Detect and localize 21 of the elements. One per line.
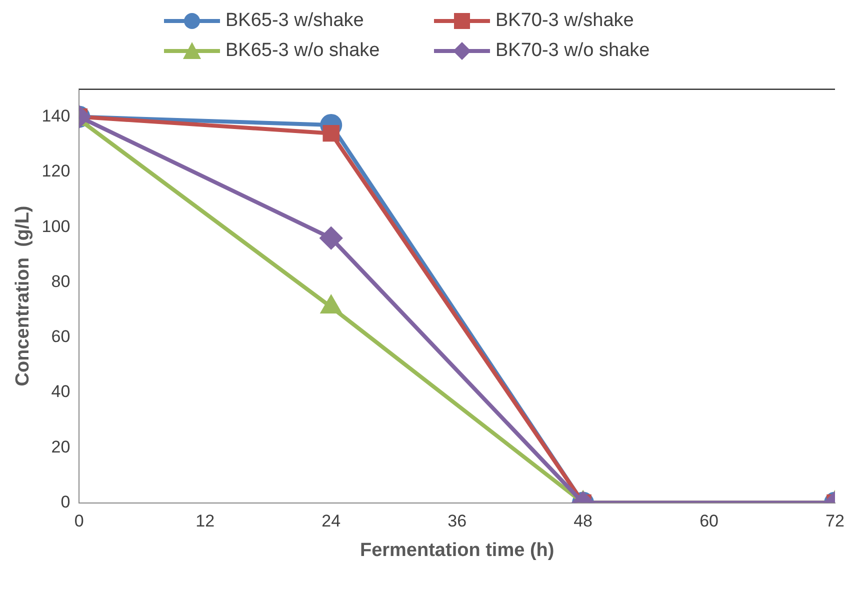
legend-label: BK65-3 w/shake xyxy=(226,10,364,32)
y-tick-label: 40 xyxy=(51,382,70,402)
x-tick-label: 36 xyxy=(448,512,467,531)
y-tick-label: 100 xyxy=(42,216,70,236)
y-tick-label: 60 xyxy=(51,327,70,346)
x-tick-label: 24 xyxy=(322,512,341,531)
y-tick-label: 140 xyxy=(42,106,70,126)
y-tick-label: 80 xyxy=(51,272,70,291)
legend-label: BK70-3 w/o shake xyxy=(496,40,650,62)
x-tick-label: 60 xyxy=(700,512,718,531)
y-tick-label: 20 xyxy=(51,437,70,456)
legend-label: BK65-3 w/o shake xyxy=(226,40,380,62)
y-tick-label: 0 xyxy=(60,492,70,512)
legend-label: BK70-3 w/shake xyxy=(496,10,634,32)
x-tick-label: 0 xyxy=(74,512,84,531)
x-tick-label: 12 xyxy=(196,512,215,531)
y-tick-label: 120 xyxy=(42,162,70,181)
x-tick-label: 72 xyxy=(826,512,844,531)
x-tick-label: 48 xyxy=(574,512,593,531)
x-axis-title: Fermentation time (h) xyxy=(360,540,554,561)
y-axis-title: Concentration (g/L) xyxy=(12,206,34,386)
